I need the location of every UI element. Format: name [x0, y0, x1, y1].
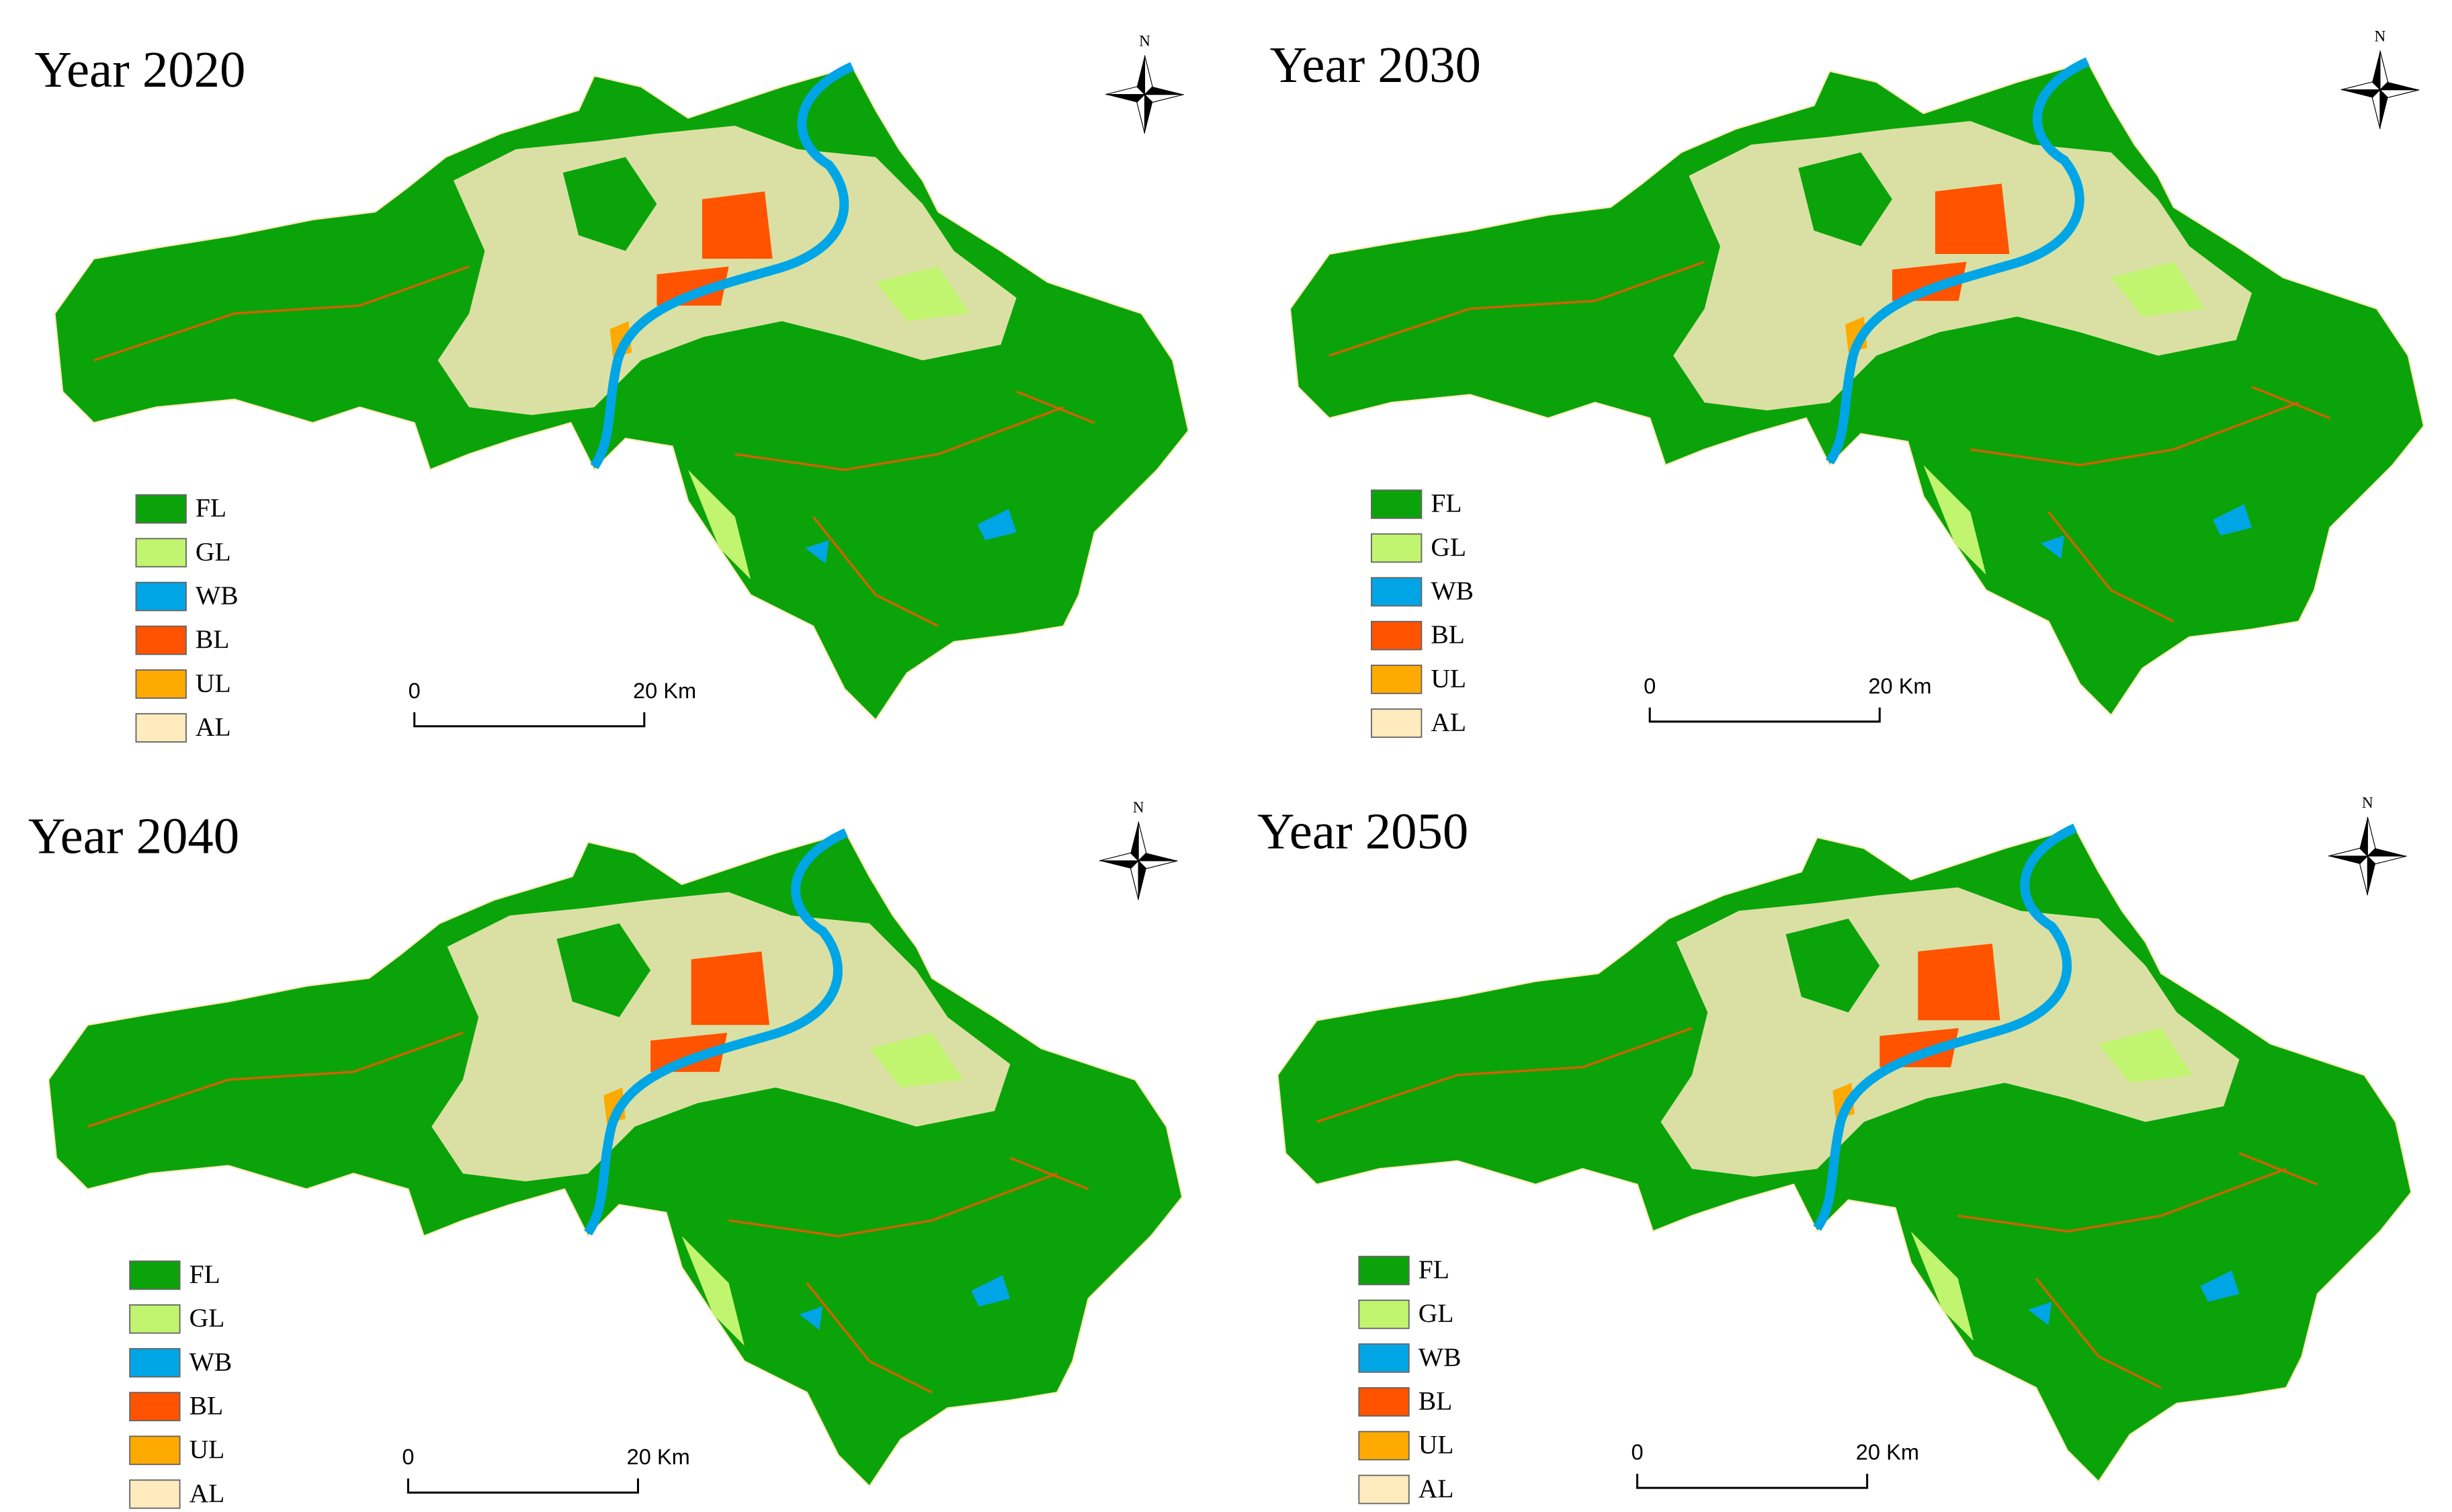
north-arrow-light [2340, 50, 2420, 129]
legend-swatch [1370, 665, 1423, 694]
north-label: N [1133, 799, 1144, 816]
region-forest-patch [1785, 919, 1880, 1013]
panel-title: Year 2040 [28, 807, 239, 864]
north-arrow-light [2328, 816, 2407, 896]
scale-label: 0 [1644, 674, 1656, 698]
river [1813, 823, 2078, 1231]
region-forest-patch [562, 157, 657, 251]
legend-swatch [135, 713, 187, 743]
scale-bar [1648, 707, 1881, 723]
map-panel: Year 2030 FL GL WB BL UL AL 0 20 Km N [1270, 28, 2425, 739]
panel-title: Year 2050 [1257, 802, 1468, 859]
legend-label: GL [189, 1303, 225, 1333]
legend-label: UL [1431, 663, 1466, 693]
legend-label: UL [196, 668, 231, 698]
legend-label: WB [1431, 576, 1474, 605]
legend-swatch [135, 625, 187, 655]
legend-label: GL [1431, 532, 1466, 562]
scale-label: 0 [402, 1445, 414, 1469]
region-forest-patch [1798, 152, 1892, 247]
north-label: N [1139, 32, 1150, 50]
legend-swatch [1358, 1474, 1410, 1505]
north-label: N [2362, 794, 2373, 812]
river [584, 828, 848, 1236]
north-arrow-light [1105, 55, 1184, 134]
legend-swatch [1358, 1431, 1410, 1461]
scale-bar [407, 1478, 639, 1494]
road-network [1328, 260, 2331, 623]
legend-swatch [1358, 1299, 1410, 1329]
legend-swatch [1358, 1387, 1410, 1417]
legend-swatch [135, 494, 187, 524]
legend-label: WB [1419, 1342, 1462, 1372]
scale-label: 20 Km [627, 1445, 690, 1469]
panel-title: Year 2020 [34, 41, 245, 98]
scale-label: 0 [1631, 1440, 1643, 1464]
legend-swatch [1370, 577, 1423, 607]
legend-swatch [129, 1392, 181, 1421]
legend-label: FL [1419, 1255, 1449, 1284]
region-grass [1910, 1027, 2193, 1341]
map-panel: Year 2040 FL GL WB BL UL AL 0 20 Km N [28, 799, 1183, 1509]
legend-label: BL [1419, 1386, 1453, 1416]
river [590, 62, 855, 470]
region-built [657, 191, 773, 306]
legend-label: GL [196, 537, 231, 566]
legend-swatch [129, 1304, 181, 1334]
legend-label: FL [196, 493, 226, 523]
scale-bar [1636, 1474, 1869, 1489]
legend-label: AL [1419, 1474, 1454, 1503]
legend-swatch [129, 1260, 181, 1290]
scale-label: 20 Km [1856, 1440, 1919, 1464]
region-built [650, 951, 769, 1073]
region-grass [1923, 261, 2205, 575]
region-built [1879, 943, 2000, 1068]
legend-swatch [1370, 620, 1423, 650]
scale-bar [413, 712, 646, 728]
legend-swatch [135, 669, 187, 699]
map-panel: Year 2050 FL GL WB BL UL AL 0 20 Km N [1257, 794, 2412, 1505]
river [1825, 57, 2090, 465]
legend-label: FL [1431, 489, 1462, 518]
road-network [87, 1032, 1089, 1394]
legend-swatch [135, 581, 187, 612]
road-network [93, 265, 1095, 628]
panel-title: Year 2030 [1270, 36, 1481, 93]
region-grass [681, 1032, 964, 1346]
scale-label: 0 [409, 679, 421, 703]
legend-label: AL [1431, 708, 1466, 737]
legend-label: WB [196, 581, 239, 610]
legend-label: UL [1419, 1430, 1454, 1460]
legend-swatch [1358, 1255, 1410, 1286]
legend-swatch [129, 1435, 181, 1466]
legend-swatch [1370, 533, 1423, 563]
legend-label: FL [189, 1259, 220, 1289]
scale-label: 20 Km [633, 679, 696, 703]
legend-swatch [1370, 708, 1423, 739]
legend-swatch [129, 1348, 181, 1378]
legend-swatch [129, 1479, 181, 1509]
legend-label: GL [1419, 1298, 1454, 1328]
region-forest-patch [556, 923, 651, 1017]
legend-swatch [135, 538, 187, 568]
scale-label: 20 Km [1868, 674, 1931, 698]
legend-label: BL [196, 624, 230, 654]
map-panel: Year 2020 FL GL WB BL UL AL 0 20 Km N [34, 32, 1189, 743]
road-network [1316, 1027, 2318, 1389]
legend-swatch [1370, 489, 1423, 519]
legend-label: BL [189, 1391, 224, 1421]
legend-label: WB [189, 1347, 232, 1376]
legend-swatch [1358, 1343, 1410, 1373]
legend-label: BL [1431, 620, 1465, 649]
region-built [1892, 183, 2010, 301]
legend-label: AL [196, 712, 231, 742]
legend-label: AL [189, 1478, 225, 1508]
north-arrow-light [1099, 821, 1178, 900]
legend-label: UL [189, 1435, 225, 1464]
region-grass [687, 266, 970, 580]
north-label: N [2375, 28, 2386, 45]
